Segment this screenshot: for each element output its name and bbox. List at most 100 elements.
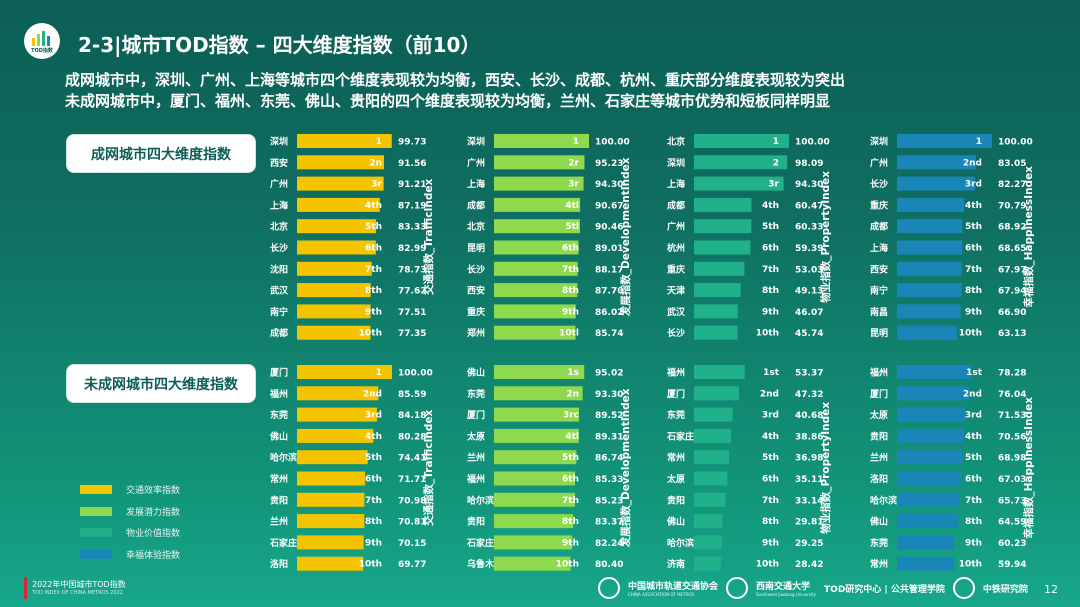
bar: [694, 261, 745, 276]
data-label: 63.13: [998, 329, 1026, 339]
rank-label: 10th: [359, 560, 382, 570]
data-label: 85.74: [595, 329, 623, 339]
city-label: 石家庄: [269, 537, 297, 549]
legend-item-traffic: 交通效率指数: [80, 479, 180, 501]
chart-panel: 深圳 1 99.73 西安 2n 91.56 广州 3r 91.21 上海 4th 87.19 北京 5t…: [270, 134, 435, 340]
bar: [494, 407, 580, 422]
axis-title: 幸福指数_HappinessIndex: [1022, 166, 1035, 308]
rank-label: 7th: [365, 496, 382, 506]
legend-label: 幸福体验指数: [126, 550, 181, 561]
rank-label: 4th: [762, 201, 779, 211]
bar: [897, 304, 961, 319]
data-label: 49.13: [795, 287, 823, 297]
bar-chart-icon: [32, 31, 52, 46]
rank-label: 7th: [965, 496, 982, 506]
rank-label: 5th: [762, 222, 779, 232]
data-label: 28.42: [795, 560, 823, 570]
city-label: 上海: [870, 242, 888, 254]
city-label: 北京: [270, 221, 288, 233]
city-label: 北京: [667, 136, 685, 148]
city-label: 南昌: [870, 306, 888, 318]
metro-association-icon: [598, 577, 620, 599]
bar: [297, 428, 374, 443]
data-label: 89.52: [595, 411, 623, 421]
rank-label: 8th: [365, 517, 382, 527]
rank-label: 7th: [562, 496, 579, 506]
data-label: 59.94: [998, 560, 1026, 570]
tod-index-logo: TOD指数: [24, 23, 60, 59]
rank-label: 7th: [762, 496, 779, 506]
rank-label: 3rc: [563, 411, 579, 421]
data-label: 70.98: [398, 496, 426, 506]
rank-label: 3r: [768, 180, 779, 190]
rank-label: 2nd: [363, 389, 382, 399]
bar: [897, 155, 976, 170]
data-label: 84.18: [398, 411, 426, 421]
university-seal-icon: [726, 577, 749, 599]
section-label-non-networked: 未成网城市四大维度指数: [66, 364, 256, 403]
rank-label: 5tl: [565, 222, 579, 232]
city-label: 贵阳: [667, 494, 685, 506]
data-label: 47.32: [795, 390, 823, 400]
data-label: 33.14: [795, 496, 823, 506]
axis-title: 物业指数_PropertyIndex: [819, 402, 832, 534]
bar: [897, 386, 970, 401]
subtitle-line-2: 未成网城市中，厦门、福州、东莞、佛山、贵阳的四个维度表现较为均衡，兰州、石家庄等…: [65, 92, 831, 110]
city-label: 佛山: [869, 516, 888, 528]
page-subtitle: 成网城市中，深圳、广州、上海等城市四个维度表现较为均衡，西安、长沙、成都、杭州、…: [65, 70, 845, 112]
bar: [694, 556, 721, 571]
rank-label: 4tl: [565, 201, 579, 211]
data-label: 77.62: [398, 287, 426, 297]
city-label: 哈尔滨: [467, 494, 494, 506]
city-label: 东莞: [270, 409, 288, 421]
rank-label: 2nd: [760, 389, 779, 399]
org1-name: 中国城市轨道交通协会: [628, 582, 719, 592]
data-label: 66.90: [998, 308, 1026, 318]
city-label: 西安: [270, 157, 288, 169]
legend-item-happiness: 幸福体验指数: [80, 544, 180, 566]
city-label: 太原: [869, 409, 888, 421]
legend-swatch: [80, 528, 112, 538]
bar: [297, 386, 379, 401]
bar: [297, 219, 377, 234]
bar: [297, 556, 364, 571]
bar: [897, 261, 962, 276]
data-label: 83.05: [998, 159, 1026, 169]
bar: [494, 556, 571, 571]
city-label: 太原: [466, 430, 485, 442]
city-label: 武汉: [667, 306, 686, 318]
rank-label: 8th: [562, 286, 579, 296]
bar: [494, 325, 576, 340]
rank-label: 1: [573, 137, 579, 147]
bar: [297, 365, 392, 379]
city-label: 兰州: [467, 452, 485, 464]
rank-label: 9th: [365, 538, 382, 548]
bar: [694, 134, 789, 148]
city-label: 深圳: [467, 136, 485, 148]
data-label: 67.97: [998, 265, 1026, 275]
data-label: 89.31: [595, 432, 623, 442]
bar: [494, 304, 576, 319]
bar: [494, 471, 576, 486]
bar: [297, 283, 371, 298]
data-label: 70.81: [398, 518, 426, 528]
city-label: 厦门: [270, 367, 288, 379]
rank-label: 2n: [566, 389, 579, 399]
city-label: 广州: [270, 178, 288, 190]
data-label: 90.46: [595, 223, 623, 233]
rank-label: 2n: [369, 158, 382, 168]
data-label: 88.17: [595, 265, 623, 275]
rank-label: 3rd: [965, 411, 982, 421]
bar: [494, 261, 578, 276]
bar: [897, 197, 965, 212]
city-label: 长沙: [270, 242, 288, 254]
city-label: 长沙: [667, 327, 685, 339]
data-label: 86.74: [595, 454, 623, 464]
bar: [494, 450, 577, 465]
city-label: 东莞: [870, 537, 888, 549]
rank-label: 9th: [965, 538, 982, 548]
subtitle-line-1: 成网城市中，深圳、广州、上海等城市四个维度表现较为均衡，西安、长沙、成都、杭州、…: [65, 71, 846, 89]
partner-logos: 中国城市轨道交通协会 CHINA ASSOCIATION OF METROS 西…: [598, 577, 1028, 599]
rank-label: 6th: [965, 244, 982, 254]
